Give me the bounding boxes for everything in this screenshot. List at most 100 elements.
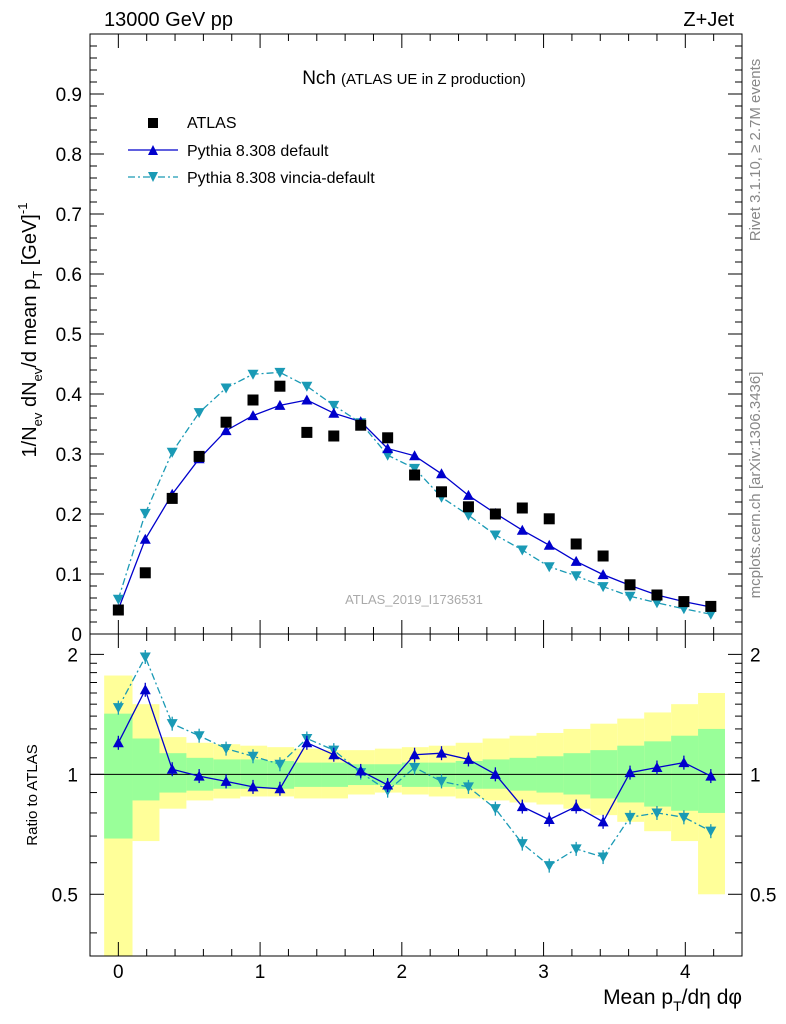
ratio-frame — [89, 633, 743, 957]
atlas-point — [193, 450, 205, 462]
legend-label-atlas: ATLAS — [187, 115, 237, 132]
ratio-panel: 0.5 0.5 1 1 2 2 0 1 2 3 4 Ratio to ATLAS Mean pT/… — [24, 633, 777, 1014]
vincia-point — [382, 450, 394, 461]
uncertainty-band-inner — [104, 713, 133, 839]
ratio-y-tick-label-left: 0.5 — [52, 885, 78, 906]
vincia-point — [570, 571, 582, 582]
default-point — [220, 425, 232, 436]
ratio-series — [112, 649, 717, 873]
atlas-point — [274, 380, 286, 392]
atlas-point — [220, 416, 232, 428]
default-point — [409, 450, 421, 461]
vincia-point — [409, 463, 421, 474]
x-tick-label: 4 — [680, 962, 691, 983]
default-point — [436, 468, 448, 479]
ratio-point-default — [139, 684, 151, 695]
vincia-point — [705, 609, 717, 620]
atlas-point — [436, 486, 448, 498]
plot-title-main: Nch — [302, 68, 336, 89]
uncertainty-band-inner — [698, 728, 725, 813]
ratio-y-tick-label-right: 2 — [750, 645, 761, 666]
atlas-point — [301, 426, 313, 438]
x-tick-labels: 0 1 2 3 4 — [113, 962, 691, 983]
ratio-point-default — [651, 762, 663, 773]
atlas-point — [543, 513, 555, 525]
ratio-point-default — [382, 779, 394, 790]
ratio-point-default — [409, 749, 421, 760]
default-point — [462, 489, 474, 500]
ratio-y-tick-labels: 0.5 0.5 1 1 2 2 — [52, 645, 777, 906]
ratio-point-default — [112, 737, 124, 748]
vincia-point — [543, 562, 555, 573]
ratio-point-vincia — [597, 852, 609, 863]
vincia-point — [489, 530, 501, 541]
ratio-y-tick-label-right: 1 — [750, 765, 761, 786]
ratio-point-vincia — [112, 703, 124, 714]
ratio-point-default — [193, 770, 205, 781]
vincia-point — [328, 400, 340, 411]
main-y-tick-label: 0.3 — [56, 445, 82, 466]
default-point — [570, 555, 582, 566]
atlas-point — [355, 419, 367, 431]
default-point — [597, 569, 609, 580]
ratio-point-vincia — [436, 776, 448, 787]
ratio-point-vincia — [516, 839, 528, 850]
ratio-point-default — [462, 753, 474, 764]
ratio-point-default — [355, 765, 367, 776]
ratio-point-default — [705, 770, 717, 781]
ratio-line-vincia — [117, 655, 712, 867]
analysis-watermark: ATLAS_2019_I1736531 — [345, 592, 483, 607]
x-axis-title: Mean pT/dη dφ — [603, 986, 742, 1014]
ratio-point-vincia — [247, 751, 259, 762]
atlas-point — [166, 492, 178, 504]
plot-title-sub: (ATLAS UE in Z production) — [341, 71, 526, 88]
main-y-tick-label: 0.6 — [56, 265, 82, 286]
series-line-vincia — [117, 371, 711, 615]
ratio-point-vincia — [489, 804, 501, 815]
default-point — [382, 443, 394, 454]
default-point — [247, 410, 259, 421]
ratio-point-default — [624, 767, 636, 778]
vincia-point — [597, 582, 609, 593]
ratio-point-default — [436, 747, 448, 758]
ratio-point-vincia — [274, 759, 286, 770]
vincia-point — [624, 591, 636, 602]
ratio-point-default — [516, 801, 528, 812]
ratio-point-default — [247, 781, 259, 792]
ratio-point-default — [166, 763, 178, 774]
atlas-point — [489, 508, 501, 520]
ratio-point-vincia — [462, 782, 474, 793]
x-tick-label: 3 — [538, 962, 549, 983]
ratio-ticks — [89, 634, 743, 956]
vincia-point — [651, 598, 663, 609]
ratio-point-default — [570, 801, 582, 812]
ratio-point-default — [220, 775, 232, 786]
atlas-point — [651, 589, 663, 601]
uncertainty-band-inner — [671, 735, 699, 811]
atlas-point — [462, 501, 474, 513]
default-point — [543, 539, 555, 550]
main-series — [112, 367, 717, 620]
ratio-y-tick-label-right: 0.5 — [750, 885, 776, 906]
mcplots-label: mcplots.cern.ch [arXiv:1306.3436] — [747, 372, 764, 599]
atlas-point — [705, 600, 717, 612]
vincia-point — [220, 383, 232, 394]
vincia-point — [274, 367, 286, 378]
vincia-point — [193, 408, 205, 419]
legend-marker-default — [148, 145, 158, 155]
legend-marker-vincia — [148, 172, 158, 182]
x-tick-label: 1 — [255, 962, 266, 983]
main-y-tick-label: 0.2 — [56, 505, 82, 526]
ratio-y-tick-label-left: 1 — [67, 765, 78, 786]
ratio-point-default — [678, 757, 690, 768]
header-left-label: 13000 GeV pp — [104, 9, 233, 31]
ratio-point-default — [301, 737, 313, 748]
atlas-point — [382, 432, 394, 444]
ratio-point-default — [543, 814, 555, 825]
atlas-point — [139, 567, 151, 579]
main-y-tick-label: 0.8 — [56, 145, 82, 166]
ratio-point-vincia — [570, 844, 582, 855]
atlas-point — [678, 596, 690, 608]
rivet-version-label: Rivet 3.1.10, ≥ 2.7M events — [747, 59, 764, 242]
legend-label-vincia: Pythia 8.308 vincia-default — [187, 170, 375, 187]
